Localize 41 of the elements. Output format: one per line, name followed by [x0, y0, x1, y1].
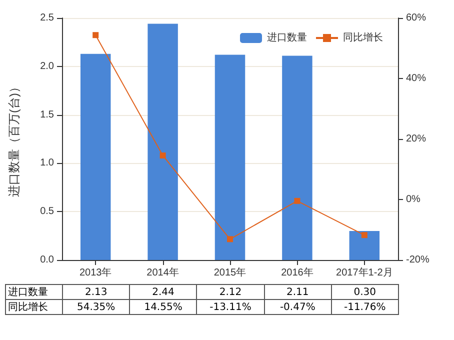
- text: 0.0: [40, 254, 54, 266]
- data-label: 2.13: [62, 284, 130, 300]
- bar: [80, 54, 111, 260]
- text: 同比增长: [8, 302, 48, 313]
- text: 2.5: [40, 12, 54, 24]
- legend-label: 进口数量: [267, 32, 307, 44]
- x-tick-label: 2017年1-2月: [336, 266, 393, 278]
- y2-tick-label: 20%: [406, 134, 426, 144]
- x-tick-label: 2013年: [79, 266, 112, 278]
- data-label: 14.55%: [130, 300, 197, 314]
- legend-label: 同比增长: [343, 32, 383, 44]
- data-label: 0.30: [331, 284, 398, 300]
- data-label: -13.11%: [196, 300, 264, 314]
- data-label: -11.76%: [331, 300, 398, 314]
- y2-tick-label: 0%: [406, 194, 421, 205]
- data-label: 2.11: [264, 284, 332, 300]
- data-label: 2.44: [130, 284, 197, 300]
- point: [361, 232, 368, 238]
- y2-tick-label: -20%: [406, 254, 430, 266]
- data-label: 54.35%: [62, 300, 130, 314]
- bar: [148, 24, 178, 260]
- point: [227, 236, 233, 242]
- y-axis-title: 进口数量（百万(台)）: [7, 81, 21, 197]
- y2-tick-label: 40%: [406, 73, 426, 84]
- text: 2.0: [40, 60, 54, 72]
- x-tick-label: 2014年: [146, 266, 179, 278]
- text: 1.5: [40, 109, 54, 120]
- y2-tick-label: 60%: [406, 12, 426, 24]
- x-tick-label: 2016年: [281, 266, 314, 278]
- point: [294, 198, 300, 204]
- bar: [282, 56, 312, 260]
- text: 0.5: [40, 206, 54, 218]
- point: [92, 32, 99, 38]
- data-label: 2.12: [196, 284, 264, 300]
- text: 进口数量: [8, 287, 48, 298]
- point: [160, 152, 166, 158]
- text: 1.0: [40, 158, 54, 169]
- bar: [349, 230, 380, 260]
- x-tick-label: 2015年: [214, 266, 246, 278]
- bar: [214, 54, 246, 260]
- data-label: -0.47%: [264, 300, 332, 314]
